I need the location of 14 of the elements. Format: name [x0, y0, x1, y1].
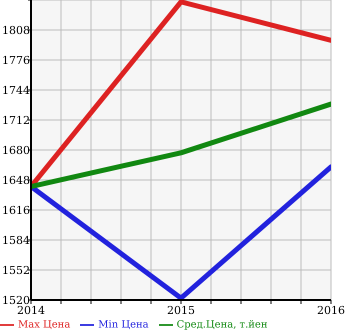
y-tick-label: 1712	[2, 114, 30, 127]
legend-label: Max Цена	[18, 320, 70, 331]
y-tick-label: 1584	[2, 234, 30, 247]
y-tick-label: 1776	[2, 54, 30, 67]
x-tick-label: 2016	[317, 304, 345, 317]
y-tick-label: 1616	[2, 204, 30, 217]
y-tick-label: 1744	[2, 84, 30, 97]
legend-label: Min Цена	[98, 320, 149, 331]
y-tick-label: 1552	[2, 264, 30, 277]
y-tick-label: 1808	[2, 24, 30, 37]
x-tick-label: 2015	[167, 304, 195, 317]
y-tick-label: 1648	[2, 174, 30, 187]
legend-label: Сред.Цена, т.йен	[176, 320, 268, 331]
y-tick-label: 1680	[2, 144, 30, 157]
